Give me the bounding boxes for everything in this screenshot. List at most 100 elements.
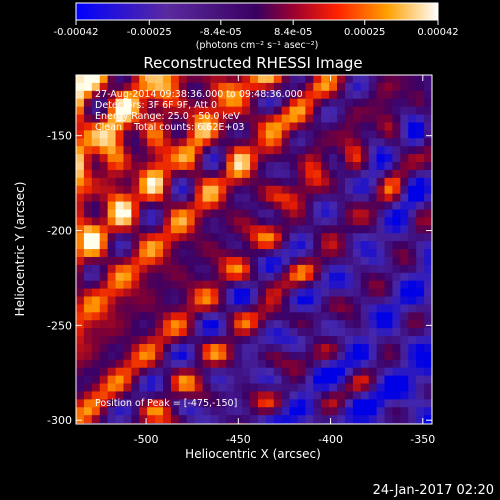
map-pixel	[297, 375, 307, 385]
map-pixel	[218, 75, 227, 84]
colorbar-tick-label: 0.00042	[417, 27, 458, 38]
map-pixel	[265, 383, 275, 393]
map-pixel	[297, 98, 307, 108]
map-pixel	[329, 351, 338, 361]
map-pixel	[321, 249, 330, 258]
map-pixel	[408, 130, 417, 139]
map-pixel	[329, 320, 338, 329]
map-pixel	[115, 233, 125, 242]
map-pixel	[218, 359, 227, 369]
map-pixel	[194, 415, 204, 424]
map-pixel	[76, 106, 85, 116]
map-pixel	[163, 288, 172, 298]
map-pixel	[170, 82, 180, 92]
map-pixel	[250, 130, 259, 139]
map-pixel	[123, 351, 132, 361]
map-pixel	[305, 399, 314, 408]
map-pixel	[107, 288, 117, 298]
map-pixel	[321, 185, 330, 195]
map-pixel	[234, 336, 243, 345]
map-pixel	[218, 351, 227, 361]
map-pixel	[99, 375, 109, 385]
map-pixel	[400, 233, 409, 242]
map-pixel	[170, 343, 180, 353]
map-pixel	[392, 138, 401, 147]
map-pixel	[392, 122, 401, 131]
map-pixel	[76, 138, 85, 147]
map-pixel	[186, 351, 196, 361]
map-pixel	[360, 351, 370, 361]
map-pixel	[257, 375, 267, 385]
map-pixel	[257, 383, 267, 393]
map-pixel	[360, 320, 370, 329]
map-pixel	[123, 336, 132, 345]
map-pixel	[376, 383, 386, 393]
map-pixel	[194, 209, 204, 218]
map-pixel	[265, 415, 275, 424]
map-pixel	[384, 233, 394, 242]
map-pixel	[147, 391, 156, 400]
map-pixel	[91, 225, 101, 234]
map-pixel	[392, 185, 401, 195]
map-pixel	[202, 138, 212, 147]
map-pixel	[337, 217, 346, 226]
map-pixel	[281, 90, 291, 100]
map-pixel	[337, 407, 346, 416]
map-pixel	[329, 280, 338, 290]
map-pixel	[242, 154, 251, 163]
map-pixel	[344, 296, 354, 306]
map-pixel	[115, 225, 125, 234]
map-pixel	[416, 343, 425, 353]
map-pixel	[194, 312, 204, 321]
map-pixel	[234, 130, 243, 139]
map-pixel	[408, 233, 417, 242]
map-pixel	[115, 391, 125, 400]
map-pixel	[186, 296, 196, 306]
map-pixel	[273, 415, 283, 424]
map-pixel	[321, 233, 330, 242]
map-pixel	[344, 241, 354, 250]
map-pixel	[305, 185, 314, 195]
map-pixel	[83, 122, 93, 131]
map-pixel	[368, 367, 378, 377]
map-pixel	[250, 343, 259, 353]
map-pixel	[289, 138, 299, 147]
map-pixel	[186, 280, 196, 290]
map-pixel	[178, 162, 188, 171]
map-pixel	[337, 280, 346, 290]
map-pixel	[273, 201, 283, 211]
map-pixel	[281, 75, 291, 84]
map-pixel	[257, 98, 267, 108]
map-pixel	[321, 130, 330, 139]
map-pixel	[123, 209, 132, 218]
map-pixel	[242, 217, 251, 226]
map-pixel	[321, 264, 330, 274]
map-pixel	[321, 280, 330, 290]
map-pixel	[76, 383, 85, 393]
map-pixel	[265, 272, 275, 282]
map-pixel	[115, 272, 125, 282]
map-pixel	[250, 209, 259, 218]
map-pixel	[368, 343, 378, 353]
map-pixel	[123, 280, 132, 290]
map-pixel	[273, 367, 283, 377]
map-pixel	[281, 162, 291, 171]
map-pixel	[234, 82, 243, 92]
map-pixel	[250, 185, 259, 195]
map-pixel	[392, 415, 401, 424]
map-pixel	[242, 106, 251, 116]
map-pixel	[344, 162, 354, 171]
map-pixel	[163, 90, 172, 100]
map-pixel	[257, 264, 267, 274]
map-pixel	[257, 280, 267, 290]
map-pixel	[139, 249, 148, 258]
plot-frame	[75, 74, 433, 425]
map-pixel	[297, 162, 307, 171]
map-pixel	[329, 217, 338, 226]
map-pixel	[210, 264, 219, 274]
map-pixel	[91, 280, 101, 290]
map-pixel	[344, 399, 354, 408]
map-pixel	[123, 130, 132, 139]
map-pixel	[202, 233, 212, 242]
map-pixel	[186, 328, 196, 337]
